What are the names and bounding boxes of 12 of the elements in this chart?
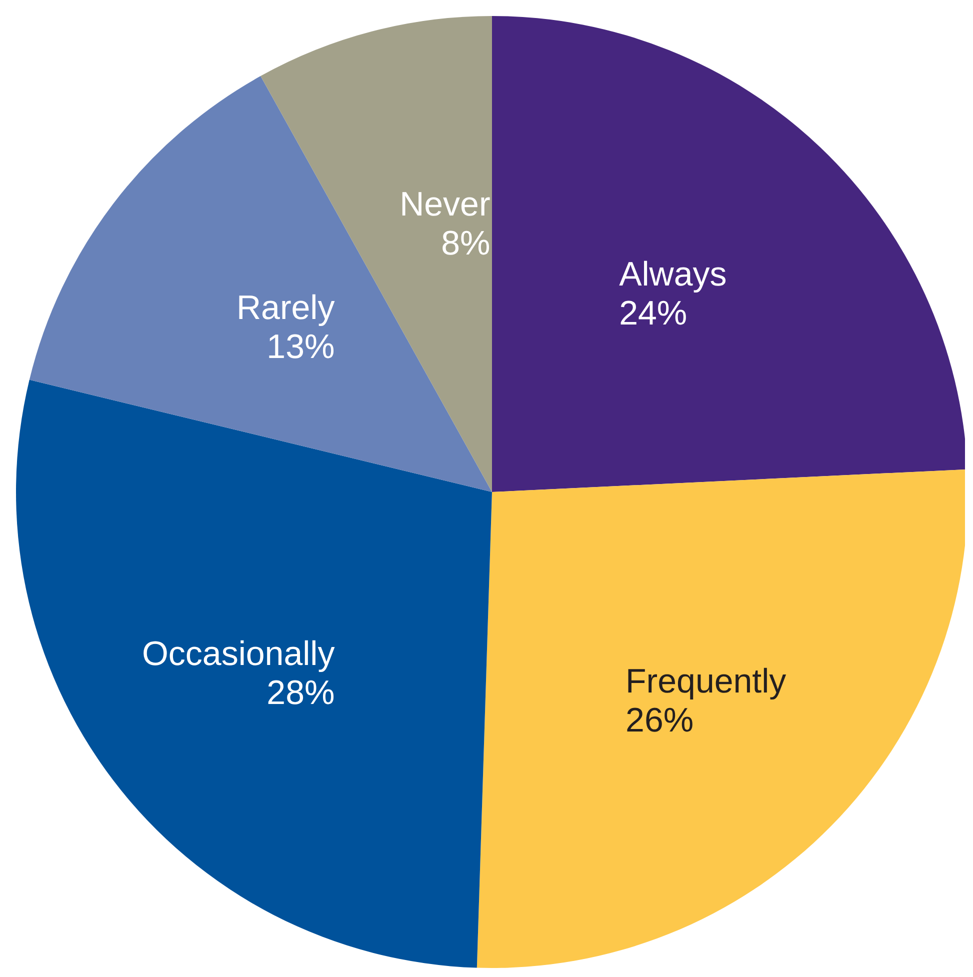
pie-slice <box>29 76 492 492</box>
data-label: 8% <box>441 224 490 263</box>
data-label: 28% <box>266 674 335 712</box>
slice-label: Never <box>400 186 490 224</box>
data-label: 13% <box>266 328 335 366</box>
data-label: 24% <box>619 294 688 332</box>
slice-label: Always <box>619 255 727 294</box>
data-label: 26% <box>626 701 694 740</box>
slice-label: Frequently <box>626 662 786 700</box>
slice-label: Occasionally <box>142 634 335 673</box>
slice-label: Rarely <box>236 289 335 328</box>
pie-slice <box>16 380 492 968</box>
